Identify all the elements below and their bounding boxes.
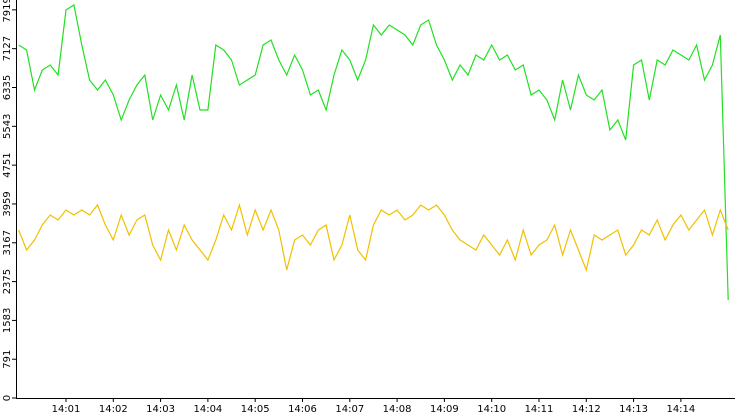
y-tick-label: 3167 xyxy=(2,230,13,255)
y-tick-label: 791 xyxy=(2,350,13,369)
y-tick-label: 3959 xyxy=(2,191,13,216)
series-line xyxy=(18,202,729,273)
series-line xyxy=(18,4,729,301)
x-tick-label: 14:14 xyxy=(666,404,695,415)
x-tick-label: 14:11 xyxy=(525,404,554,415)
x-tick-label: 14:08 xyxy=(383,404,412,415)
x-tick-label: 14:02 xyxy=(99,404,128,415)
x-tick-label: 14:10 xyxy=(477,404,506,415)
y-tick-label: 0 xyxy=(2,395,13,401)
y-tick-label: 2375 xyxy=(2,269,13,294)
y-tick-label: 4751 xyxy=(2,152,13,177)
x-tick-label: 14:03 xyxy=(146,404,175,415)
x-tick-label: 14:01 xyxy=(52,404,81,415)
x-tick-label: 14:06 xyxy=(288,404,317,415)
y-tick-label: 6335 xyxy=(2,75,13,100)
x-tick-label: 14:05 xyxy=(241,404,270,415)
y-tick-label: 7127 xyxy=(2,36,13,61)
x-tick-label: 14:04 xyxy=(193,404,222,415)
x-tick-label: 14:13 xyxy=(619,404,648,415)
y-tick-label: 1583 xyxy=(2,308,13,333)
y-tick-label: 7919 xyxy=(2,0,13,23)
y-tick-label: 5543 xyxy=(2,114,13,139)
x-tick-label: 14:09 xyxy=(430,404,459,415)
x-tick-label: 14:12 xyxy=(572,404,601,415)
x-tick-label: 14:07 xyxy=(335,404,364,415)
